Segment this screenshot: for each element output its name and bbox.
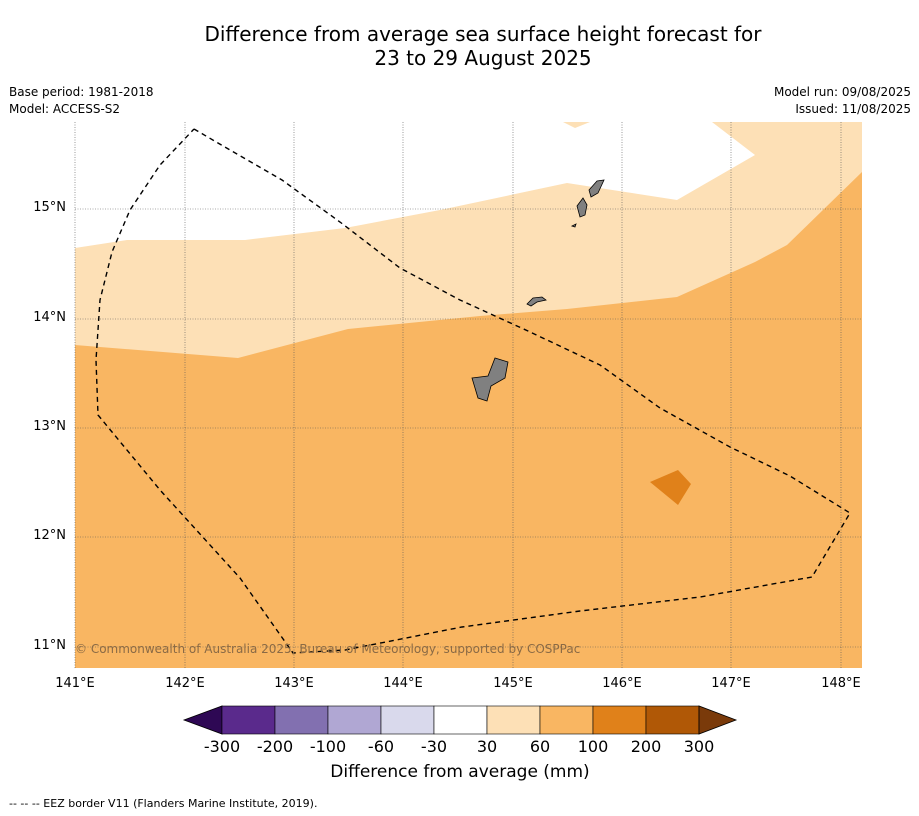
colorbar-extend-high: [698, 705, 738, 735]
meta-left: Base period: 1981-2018 Model: ACCESS-S2: [9, 84, 154, 118]
meta-right: Model run: 09/08/2025 Issued: 11/08/2025: [774, 84, 911, 118]
colorbar: [182, 705, 738, 735]
eez-footnote: -- -- -- EEZ border V11 (Flanders Marine…: [9, 797, 318, 810]
colorbar-segment: [327, 705, 382, 735]
y-tick-label: 15°N: [33, 200, 66, 215]
colorbar-segment: [645, 705, 700, 735]
colorbar-tick-label: 60: [529, 737, 551, 756]
x-tick-label: 148°E: [821, 676, 861, 691]
anomaly-band-30-60-patch: [563, 122, 590, 128]
title-line-2: 23 to 29 August 2025: [374, 46, 592, 70]
anomaly-band-60-100: [75, 172, 862, 668]
island-guam: [471, 357, 509, 402]
x-tick-label: 141°E: [55, 676, 95, 691]
x-tick-label: 145°E: [493, 676, 533, 691]
issued-date: Issued: 11/08/2025: [795, 102, 911, 116]
graticule: [74, 122, 862, 668]
y-tick-label: 11°N: [33, 638, 66, 653]
copyright-text: © Commonwealth of Australia 2025, Bureau…: [75, 642, 581, 656]
y-tick-label: 14°N: [33, 310, 66, 325]
map-title: Difference from average sea surface heig…: [0, 22, 919, 70]
colorbar-segment: [486, 705, 541, 735]
island-tinian: [576, 197, 588, 218]
land-masses: [471, 179, 605, 402]
colorbar-segment: [592, 705, 647, 735]
x-tick-label: 147°E: [711, 676, 751, 691]
title-line-1: Difference from average sea surface heig…: [204, 22, 762, 46]
colorbar-tick-label: 200: [630, 737, 662, 756]
model-name: Model: ACCESS-S2: [9, 102, 121, 116]
colorbar-tick-label: 300: [683, 737, 715, 756]
colorbar-tick-label: 100: [577, 737, 609, 756]
colorbar-tick-label: -300: [203, 737, 241, 756]
island-aguijan: [570, 223, 577, 228]
colorbar-extend-low: [182, 705, 223, 735]
x-tick-label: 142°E: [165, 676, 205, 691]
model-run: Model run: 09/08/2025: [773, 85, 911, 99]
x-tick-label: 143°E: [274, 676, 314, 691]
colorbar-tick-label: -30: [420, 737, 448, 756]
x-tick-label: 144°E: [383, 676, 423, 691]
colorbar-tick-label: -60: [367, 737, 395, 756]
colorbar-tick-label: -200: [256, 737, 294, 756]
colorbar-segment: [539, 705, 594, 735]
colorbar-tick-label: -100: [309, 737, 347, 756]
anomaly-band-100-200: [650, 470, 691, 505]
colorbar-tick-label: 30: [476, 737, 498, 756]
island-saipan: [588, 179, 605, 198]
eez-boundary: [95, 128, 851, 654]
y-tick-label: 13°N: [33, 419, 66, 434]
colorbar-segment: [380, 705, 435, 735]
x-tick-label: 146°E: [602, 676, 642, 691]
base-period: Base period: 1981-2018: [9, 85, 154, 99]
colorbar-segment: [433, 705, 488, 735]
y-tick-label: 12°N: [33, 528, 66, 543]
colorbar-title: Difference from average (mm): [330, 762, 590, 782]
island-rota: [526, 296, 547, 307]
colorbar-segment: [221, 705, 276, 735]
colorbar-segment: [274, 705, 329, 735]
